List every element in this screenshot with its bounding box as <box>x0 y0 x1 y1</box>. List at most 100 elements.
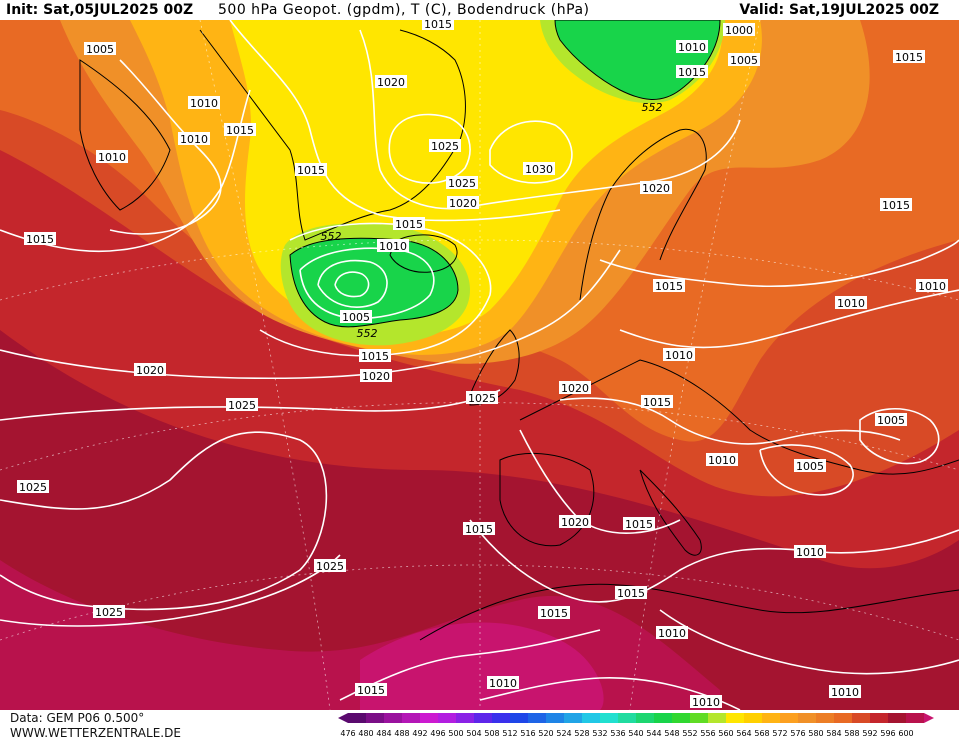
scale-cell <box>672 713 690 723</box>
isobar-label-box <box>676 40 708 53</box>
scale-cell <box>870 713 888 723</box>
isobar-label-box <box>447 196 479 209</box>
scale-tick-label: 568 <box>754 729 769 738</box>
isobar-label-box <box>559 381 591 394</box>
isobar-label: 1010 <box>706 453 738 467</box>
isobar-label-box <box>84 42 116 55</box>
scale-cell <box>438 713 456 723</box>
isobar-label: 1015 <box>463 522 495 536</box>
isobar-1010-europe <box>619 289 959 349</box>
isobar-label: 1020 <box>360 369 392 383</box>
isobar-label: 1020 <box>375 75 407 89</box>
isobar-1005-iceland <box>317 259 388 308</box>
scale-cell <box>474 713 492 723</box>
baffin-coast <box>79 59 171 211</box>
scale-cell <box>366 713 384 723</box>
scale-arrow-low <box>338 713 348 723</box>
isobar-labels: 1015 1005 1010 1000 1005 1015 1015 1010 1015 1010… <box>17 20 948 709</box>
isobar-label-box <box>24 232 56 245</box>
isobar-label-box <box>377 239 409 252</box>
isobar-label-text: 1010 <box>918 280 946 293</box>
isobar-label: 1010 <box>690 695 722 709</box>
scale-tick-label: 504 <box>466 729 481 738</box>
isobar-label-box <box>653 279 685 292</box>
isobar-label: 1010 <box>656 626 688 640</box>
scale-cell <box>798 713 816 723</box>
geopotential-labels: 552 552 552 <box>321 101 663 340</box>
isobar-label-box <box>663 348 695 361</box>
scale-cell <box>762 713 780 723</box>
isobar-label-text: 1010 <box>665 349 693 362</box>
isobar-label-text: 1025 <box>228 399 256 412</box>
isobar-label: 1020 <box>559 515 591 529</box>
isobar-1025-atlantic <box>0 389 501 421</box>
isobar-label-text: 1010 <box>692 696 720 709</box>
scale-tick-label: 532 <box>592 729 607 738</box>
isobar-label-text: 1005 <box>796 460 824 473</box>
scale-cell <box>636 713 654 723</box>
isobar-label-box <box>794 545 826 558</box>
scale-cell <box>690 713 708 723</box>
isobar-label-text: 1020 <box>136 364 164 377</box>
isobar-1015-europe <box>599 239 959 288</box>
graticule-line <box>0 564 959 641</box>
isobar-label: 1015 <box>676 65 708 79</box>
scale-tick-label: 548 <box>664 729 679 738</box>
scale-cell <box>420 713 438 723</box>
isobar-label-text: 1015 <box>625 518 653 531</box>
scale-arrow-high <box>924 713 934 723</box>
scale-tick-label: 536 <box>610 729 625 738</box>
isobar-label-text: 1000 <box>725 24 753 37</box>
isobar-label: 1015 <box>224 123 256 137</box>
scale-cell <box>816 713 834 723</box>
header-bar: Init: Sat,05JUL2025 00Z 500 hPa Geopot. … <box>0 0 959 20</box>
isobar-label-box <box>422 20 454 30</box>
scale-tick-label: 512 <box>502 729 517 738</box>
scale-cell <box>600 713 618 723</box>
isobar-1000-iceland <box>334 271 370 298</box>
isobar-label-box <box>559 515 591 528</box>
isobar-label-box <box>466 391 498 404</box>
isobar-label: 1005 <box>340 310 372 324</box>
isobar-label-text: 1015 <box>357 684 385 697</box>
isobar-label-box <box>690 695 722 708</box>
isobar-label-box <box>446 176 478 189</box>
scale-tick-label: 552 <box>682 729 697 738</box>
isobar-label-text: 1015 <box>655 280 683 293</box>
isobar-label-box <box>487 676 519 689</box>
field-dark-red <box>0 330 959 710</box>
footer-bar: Data: GEM P06 0.500° WWW.WETTERZENTRALE.… <box>0 710 959 741</box>
scale-tick-label: 596 <box>880 729 895 738</box>
scale-cell <box>456 713 474 723</box>
weather-map[interactable]: 1015 1005 1010 1000 1005 1015 1015 1010 1015 1010… <box>0 20 959 710</box>
isobar-label-box <box>96 150 128 163</box>
scale-tick-label: 524 <box>556 729 571 738</box>
scale-tick-label: 528 <box>574 729 589 738</box>
field-green-trough <box>554 20 721 100</box>
scale-tick-label: 508 <box>484 729 499 738</box>
isobar-label-text: 1005 <box>342 311 370 324</box>
isobar-label-text: 1015 <box>424 20 452 31</box>
isobar-1010-west <box>109 59 222 235</box>
isobar-label-text: 1025 <box>19 481 47 494</box>
isobar-label: 1010 <box>663 348 695 362</box>
graticule <box>0 20 959 710</box>
isobar-label: 1025 <box>226 398 258 412</box>
website-label[interactable]: WWW.WETTERZENTRALE.DE <box>10 726 181 740</box>
isobar-label-box <box>188 96 220 109</box>
isobar-label: 1020 <box>640 181 672 195</box>
scale-tick-label: 564 <box>736 729 751 738</box>
isobar-label-text: 1015 <box>465 523 493 536</box>
isobar-label-text: 1025 <box>316 560 344 573</box>
isobar-label: 1025 <box>466 391 498 405</box>
isobar-label-text: 1015 <box>226 124 254 137</box>
isobar-1020-north <box>359 29 741 210</box>
isobar-label-box <box>359 349 391 362</box>
init-time: Init: Sat,05JUL2025 00Z <box>6 2 194 18</box>
isobar-label: 1015 <box>355 683 387 697</box>
scale-cell <box>528 713 546 723</box>
isobar-label-box <box>295 163 327 176</box>
isobar-1010-south <box>479 677 741 710</box>
iceland-coast <box>389 234 458 273</box>
isobar-label-box <box>93 605 125 618</box>
